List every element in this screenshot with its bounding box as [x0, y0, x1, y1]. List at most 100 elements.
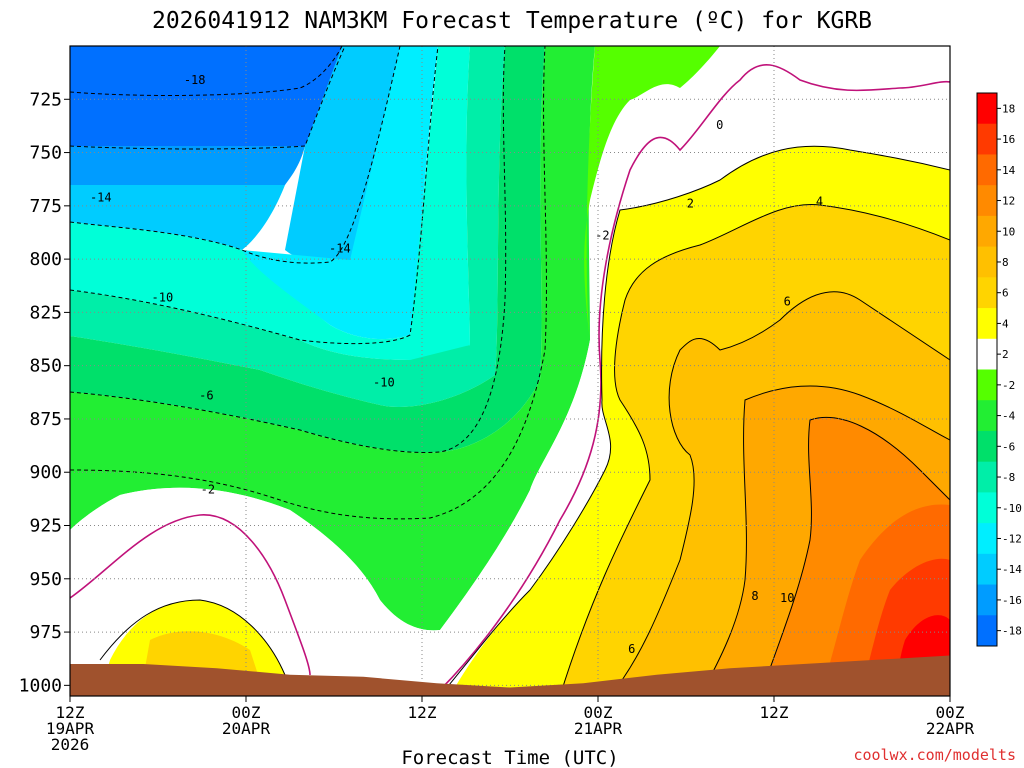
freezing-line [70, 63, 950, 691]
contour-label: -14 [329, 241, 351, 255]
y-tick-label: 775 [29, 196, 62, 217]
colorbar-label: -10 [1002, 502, 1022, 515]
contour-label: 0 [716, 118, 723, 132]
terrain-surface [70, 655, 950, 696]
fill-m14 [70, 185, 285, 250]
contour-label: -18 [184, 73, 206, 87]
colorbar-label: -2 [1002, 379, 1015, 392]
colorbar-label: 12 [1002, 195, 1015, 208]
colorbar-label: -6 [1002, 440, 1015, 453]
fill-m4 [70, 46, 595, 631]
contour-label: 6 [628, 642, 635, 656]
y-tick-label: 800 [29, 249, 62, 270]
grid-lines [70, 46, 950, 696]
x-tick-label: 00Z [584, 703, 613, 722]
colorbar-label: -4 [1002, 410, 1016, 423]
colorbar-swatch [977, 492, 997, 524]
contour-label: -6 [199, 389, 213, 403]
contour-label: 10 [780, 591, 794, 605]
x-tick-label: 12Z [408, 703, 437, 722]
contour-label: 6 [784, 295, 791, 309]
x-tick-label: 19APR [46, 719, 95, 738]
x-tick-label: 22APR [926, 719, 975, 738]
contour-labels: -18 -14 -14 -10 -10 -6 -2 -2 0 2 4 6 8 10 6 [90, 73, 823, 656]
colorbar-swatch [977, 615, 997, 647]
y-tick-label: 1000 [19, 675, 62, 696]
contour-label: -14 [90, 190, 112, 204]
positive-isotherms [99, 145, 950, 696]
color-legend: 18 16 14 12 10 8 6 4 2 -2 -4 -6 -8 -10 -12 -14 -16 -18 [976, 92, 1022, 647]
fill-m12 [242, 46, 438, 340]
fill-m2 [584, 46, 720, 340]
fill-m16 [70, 146, 305, 185]
colorbar-swatch [977, 461, 997, 493]
x-tick-label: 2026 [51, 735, 90, 754]
colorbar-label: 8 [1002, 256, 1009, 269]
colorbar-label: 14 [1002, 164, 1016, 177]
colorbar-label: 16 [1002, 133, 1015, 146]
colorbar-swatch [977, 584, 997, 616]
negative-isotherms [70, 46, 547, 520]
y-tick-label: 725 [29, 89, 62, 110]
fill-p2 [450, 146, 950, 696]
contour-label: -10 [152, 290, 174, 304]
y-tick-label: 750 [29, 143, 62, 164]
colorbar-label: 6 [1002, 287, 1009, 300]
plot-frame [69, 45, 951, 697]
y-tick-label: 950 [29, 569, 62, 590]
chart-title: 2026041912 NAM3KM Forecast Temperature (… [152, 8, 872, 34]
colorbar-swatch [977, 277, 997, 309]
contour-label: 2 [687, 197, 694, 211]
y-tick-label: 975 [29, 622, 62, 643]
y-tick-label: 850 [29, 356, 62, 377]
contour-label: -2 [201, 482, 215, 496]
contour-label: 4 [816, 195, 823, 209]
colorbar-swatch [977, 400, 997, 432]
colorbar-label: 2 [1002, 348, 1009, 361]
colorbar-label: -16 [1002, 594, 1022, 607]
colorbar-swatch [977, 430, 997, 463]
fill-m10 [70, 46, 470, 360]
fill-p4 [560, 204, 950, 696]
plot-area [70, 46, 950, 696]
colorbar-label: -18 [1002, 625, 1022, 638]
x-axis-title: Forecast Time (UTC) [401, 747, 618, 768]
colorbar-swatch [977, 123, 997, 155]
colorbar-frame [976, 92, 998, 647]
colorbar-swatch [977, 246, 997, 278]
fill-cold-m18 [70, 46, 342, 146]
colorbar-swatch [977, 369, 997, 401]
contour-label: -10 [373, 376, 395, 390]
colorbar-label: 18 [1002, 102, 1015, 115]
colorbar-swatch [977, 553, 997, 586]
colorbar-label: -12 [1002, 532, 1022, 545]
y-tick-label: 875 [29, 409, 62, 430]
contour-label: -2 [595, 229, 609, 243]
colorbar-swatch [977, 523, 997, 555]
colorbar-label: -8 [1002, 471, 1015, 484]
x-tick-label: 20APR [222, 719, 271, 738]
fill-m8 [70, 46, 505, 407]
y-axis: 725 750 775 800 825 850 875 900 925 950 975 1000 [19, 89, 70, 696]
colorbar-label: 4 [1002, 317, 1009, 330]
colorbar-swatch [977, 154, 997, 186]
credit-link[interactable]: coolwx.com/modelts [853, 746, 1016, 764]
colorbar-swatch [977, 215, 997, 248]
colorbar-swatch [977, 308, 997, 340]
x-tick-label: 12Z [760, 703, 789, 722]
y-tick-label: 825 [29, 302, 62, 323]
colorbar-swatch [977, 185, 997, 217]
x-tick-label: 00Z [936, 703, 965, 722]
y-tick-label: 925 [29, 516, 62, 537]
fill-m6 [70, 46, 545, 453]
contour-label: 8 [751, 589, 758, 603]
colorbar-swatch [977, 338, 997, 370]
colorbar-label: 10 [1002, 225, 1015, 238]
x-tick-label: 21APR [574, 719, 623, 738]
y-tick-label: 900 [29, 462, 62, 483]
fill-m14-b [285, 46, 400, 265]
x-tick-label: 00Z [232, 703, 261, 722]
colorbar-label: -14 [1002, 563, 1022, 576]
